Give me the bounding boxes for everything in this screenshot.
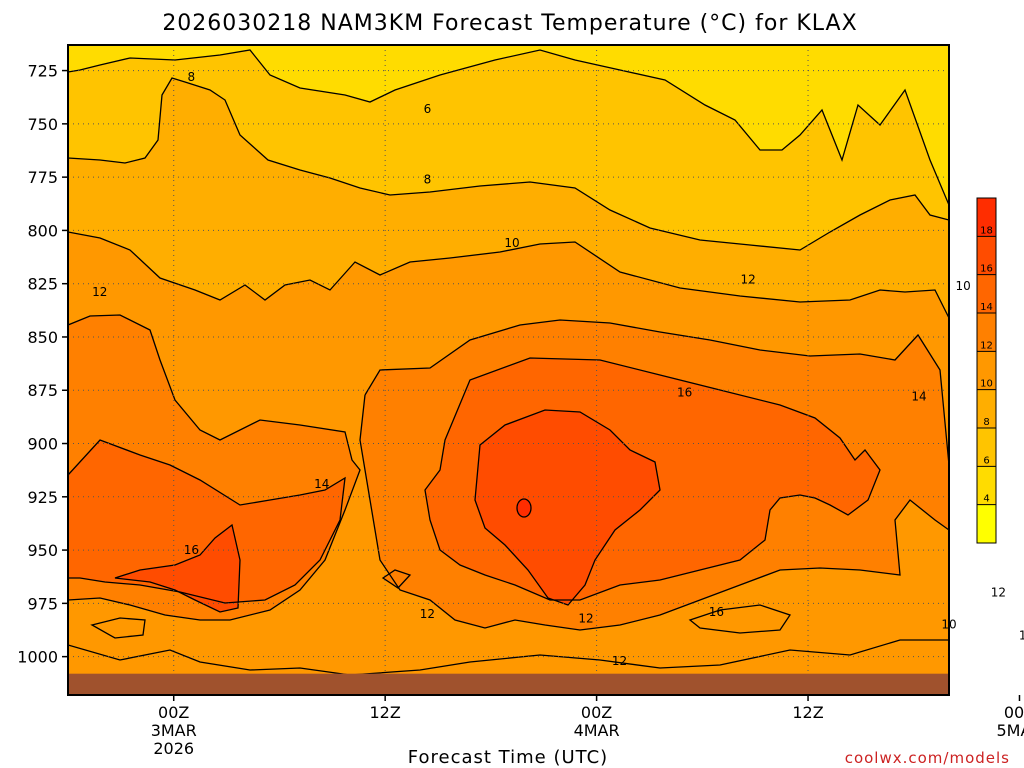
x-axis: 00Z3MAR202612Z00Z4MAR12Z00Z5MAR (151, 695, 1024, 758)
contour-label: 10 (955, 279, 970, 293)
band-4-6 (68, 45, 949, 205)
contour-label: 12 (740, 272, 755, 286)
contour-line-14-pocket (381, 569, 412, 589)
colorbar-swatch (977, 389, 996, 428)
contour-line-6 (68, 49, 949, 206)
contour-label: 12 (991, 586, 1006, 600)
contour-line-16-center (474, 409, 661, 606)
x-tick-label: 12Z (792, 703, 823, 722)
colorbar-swatch (977, 198, 996, 237)
colorbar-frame (976, 197, 997, 544)
contour-label: 8 (188, 70, 196, 84)
y-tick-label: 900 (27, 435, 58, 454)
contour-label: 8 (424, 172, 432, 186)
colorbar-label: 14 (980, 302, 993, 313)
x-tick-label: 00Z (158, 703, 189, 722)
colorbar-label: 6 (983, 455, 989, 466)
colorbar-swatch (977, 466, 996, 505)
x-tick-label: 2026 (153, 739, 194, 758)
contour-label: 10 (504, 236, 519, 250)
y-tick-label: 950 (27, 541, 58, 560)
contour-line-10 (68, 231, 949, 319)
colorbar-swatch (977, 351, 996, 390)
chart-title: 2026030218 NAM3KM Forecast Temperature (… (162, 11, 857, 36)
y-tick-label: 925 (27, 488, 58, 507)
colorbar-label: 10 (980, 379, 993, 390)
y-tick-label: 875 (27, 381, 58, 400)
grid-lines (68, 45, 949, 695)
contour-label: 16 (709, 605, 724, 619)
y-tick-label: 1000 (17, 648, 58, 667)
y-tick-label: 775 (27, 168, 58, 187)
contour-label: 12 (92, 285, 107, 299)
band-18-20-center (517, 499, 531, 517)
contour-label: 16 (184, 543, 199, 557)
contour-line-12-lower (68, 639, 949, 676)
y-tick-label: 725 (27, 62, 58, 81)
colorbar-label: 16 (980, 264, 993, 275)
x-axis-label: Forecast Time (UTC) (408, 747, 608, 768)
contour-line-16-west (114, 523, 241, 613)
band-14-16 (68, 358, 880, 603)
colorbar-swatch (977, 428, 996, 467)
contour-line-12-pocket (90, 617, 146, 639)
x-tick-label: 4MAR (574, 721, 620, 740)
contour-line-12-west (68, 314, 361, 621)
y-tick-label: 975 (27, 594, 58, 613)
contour-line-14-west (68, 439, 346, 604)
contour-line-8 (68, 77, 949, 251)
contour-label: 16 (677, 385, 692, 399)
x-tick-label: 3MAR (151, 721, 197, 740)
contour-label: 14 (911, 390, 926, 404)
contour-lines (68, 49, 949, 676)
x-tick-label: 00Z (581, 703, 612, 722)
y-tick-label: 850 (27, 328, 58, 347)
filled-contours (68, 45, 949, 695)
colorbar-label: 4 (983, 494, 989, 505)
band-10-12-pocket (92, 618, 145, 638)
ground-surface (68, 673, 949, 695)
y-axis: 725 750 775 800 825 850 875 900 925 950 975 1000 (17, 62, 68, 667)
colorbar-swatch (977, 313, 996, 352)
contour-line-12-east (364, 319, 949, 466)
credit-text: coolwx.com/models (845, 749, 1010, 767)
y-tick-label: 825 (27, 275, 58, 294)
contour-line-12-south (359, 394, 949, 631)
contour-label: 12 (612, 654, 627, 668)
contour-labels: 8 6 6 8 10 12 12 10 14 16 14 16 12 12 16 12 12 10 12 (92, 70, 1024, 668)
band-16-18-center (475, 410, 660, 605)
y-tick-label: 800 (27, 221, 58, 240)
contour-line-18-center (516, 498, 532, 518)
contour-label: 6 (424, 102, 432, 116)
x-tick-label: 5MAR (996, 721, 1024, 740)
plot-frame (67, 44, 950, 696)
colorbar-label: 18 (980, 225, 993, 236)
contour-label: 14 (314, 477, 329, 491)
colorbar-label: 8 (983, 417, 989, 428)
contour-line-10-pocket (688, 604, 792, 634)
y-tick-label: 750 (27, 115, 58, 134)
contour-line-14-center (424, 357, 881, 601)
x-tick-label: 12Z (369, 703, 400, 722)
colorbar-label: 12 (980, 340, 993, 351)
contour-label: 12 (578, 611, 593, 625)
band-16-18-west (115, 525, 240, 612)
colorbar-swatch (977, 236, 996, 275)
contour-label: 12 (420, 607, 435, 621)
colorbar-swatch (977, 274, 996, 313)
x-tick-label: 00Z (1004, 703, 1024, 722)
colorbar: 4 6 8 10 12 14 16 18 (976, 197, 997, 544)
colorbar-swatch (977, 504, 996, 543)
contour-label: 12 (1019, 628, 1024, 642)
